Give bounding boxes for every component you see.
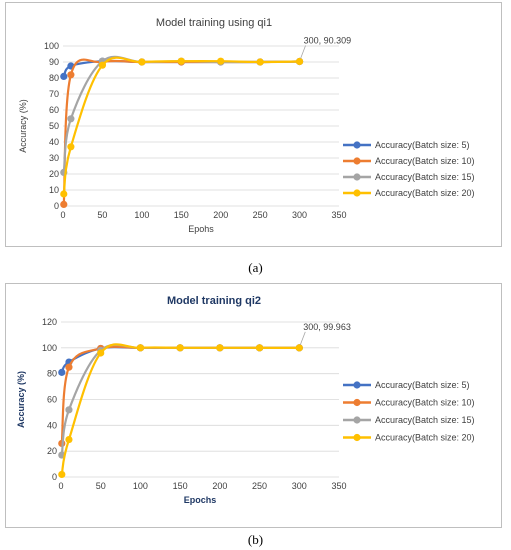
chart-a-y-tick-label: 0 [54,201,59,211]
chart-b-y-axis-label: Accuracy (%) [16,371,26,428]
chart-b-x-tick-label: 100 [133,481,148,491]
chart-b-legend-label-4: Accuracy(Batch size: 20) [375,433,475,443]
chart-b-y-tick-label: 100 [42,343,57,353]
chart-a-legend-marker-3 [353,173,361,181]
chart-a-legend-marker-4 [353,189,361,197]
chart-b-series-line-2 [60,345,300,444]
chart-b-series-2-point [65,363,73,371]
chart-b-series-4-point [295,344,303,352]
chart-a-series-4-point [138,58,146,66]
chart-b-legend-marker-3 [353,416,361,424]
chart-b-series-4-point [97,349,105,357]
chart-b-x-tick-label: 300 [292,481,307,491]
chart-b-y-tick-label: 60 [47,395,57,405]
chart-b-y-tick-label: 0 [52,472,57,482]
chart-a-series-4-point [60,190,68,198]
chart-a-y-tick-label: 50 [49,121,59,131]
chart-b-x-tick-label: 250 [252,481,267,491]
chart-b-series-4-point [136,344,145,352]
chart-b-series-4-point [216,344,224,352]
chart-panel-a: Model training using qi1 0 10 20 30 40 50 60 70 8… [5,2,502,247]
chart-a-y-tick-label: 90 [49,57,59,67]
chart-a-series-4-point [217,57,225,65]
chart-b-x-tick-label: 350 [331,481,346,491]
caption-a: (a) [248,260,263,275]
chart-b-legend-marker-2 [353,398,361,407]
chart-a-series-line-4 [62,56,300,195]
chart-b-x-tick-label: 200 [212,481,227,491]
chart-b-y-tick-label: 20 [47,446,57,456]
chart-a-x-tick-label: 150 [174,210,189,220]
chart-b-annotation-label: 300, 99.963 [303,322,351,332]
chart-a-title: Model training using qi1 [156,17,272,29]
chart-a-series-4-point [98,61,107,69]
chart-a-series-4-point [256,58,264,66]
chart-a-y-tick-label: 100 [44,41,59,51]
chart-a-legend-marker-2 [353,157,361,165]
chart-a-legend-label-2: Accuracy(Batch size: 10) [375,156,475,166]
chart-a-y-tick-label: 10 [49,185,59,195]
chart-b-legend-label-2: Accuracy(Batch size: 10) [375,398,475,408]
chart-a-annotation-label: 300, 90.309 [304,36,352,46]
chart-a-y-tick-label: 60 [49,105,59,115]
chart-b-legend-label-3: Accuracy(Batch size: 15) [375,415,475,425]
chart-b-series-1-point [58,368,66,376]
chart-b-x-axis-label: Epochs [184,495,217,505]
chart-b-series-4-point [176,344,184,352]
chart-a-x-tick-label: 200 [213,210,228,220]
chart-a-x-tick-label: 100 [134,210,149,220]
chart-panel-b: Model training qi2 0 20 40 60 80 100 120 0 50 100 1… [5,283,502,528]
chart-b-legend-marker-4 [353,433,361,442]
chart-b-series-4-point [255,344,264,352]
chart-a-svg: Model training using qi1 0 10 20 30 40 50 60 70 8… [18,17,475,234]
chart-b-series-line-3 [60,343,300,456]
chart-a-series-4-point [295,57,304,66]
chart-b-series-3-point [65,406,73,414]
chart-a-x-tick-label: 350 [331,210,346,220]
chart-a-legend-label-1: Accuracy(Batch size: 5) [375,140,470,150]
chart-a-x-tick-label: 50 [97,210,107,220]
chart-a-series-3-point [67,115,75,123]
chart-a-x-tick-label: 300 [292,210,307,220]
caption-b: (b) [247,532,264,547]
chart-b-x-tick-label: 150 [173,481,188,491]
chart-a-series-4-point [177,57,185,65]
chart-b-annotation-leader [299,331,306,346]
chart-a-series-2-point [60,200,68,208]
chart-b-title: Model training qi2 [167,295,261,307]
chart-a-y-tick-label: 20 [49,169,59,179]
chart-b-y-tick-label: 80 [47,369,57,379]
chart-a-series-2-point [67,71,75,79]
chart-b-y-tick-label: 120 [42,317,57,327]
chart-a-y-tick-label: 70 [49,89,59,99]
chart-a-legend-marker-1 [353,141,361,149]
chart-a-series-4-point [67,143,75,151]
chart-a-series-line-2 [62,58,300,205]
chart-a-x-tick-label: 250 [253,210,268,220]
chart-a-x-tick-label: 0 [60,210,65,220]
chart-a-legend-label-4: Accuracy(Batch size: 20) [375,188,475,198]
chart-a-legend-label-3: Accuracy(Batch size: 15) [375,172,475,182]
chart-a-y-tick-label: 30 [49,153,59,163]
chart-b-series-4-point [65,435,73,444]
chart-a-y-tick-label: 80 [49,73,59,83]
chart-b-svg: Model training qi2 0 20 40 60 80 100 120 0 50 100 1… [16,295,475,505]
chart-a-annotation-leader [300,45,306,59]
chart-a-y-tick-label: 40 [49,137,59,147]
chart-b-x-tick-label: 0 [58,481,63,491]
chart-a-y-axis-label: Accuracy (%) [18,99,28,153]
chart-b-series-line-4 [60,343,300,475]
chart-a-series-1-point [60,72,68,80]
chart-a-series-line-3 [62,55,300,173]
chart-b-legend-marker-1 [353,381,361,389]
chart-b-series-4-point [58,470,66,479]
chart-b-legend-label-1: Accuracy(Batch size: 5) [375,380,470,390]
chart-b-y-tick-label: 40 [47,420,57,430]
chart-a-x-axis-label: Epohs [188,224,214,234]
chart-b-x-tick-label: 50 [96,481,106,491]
